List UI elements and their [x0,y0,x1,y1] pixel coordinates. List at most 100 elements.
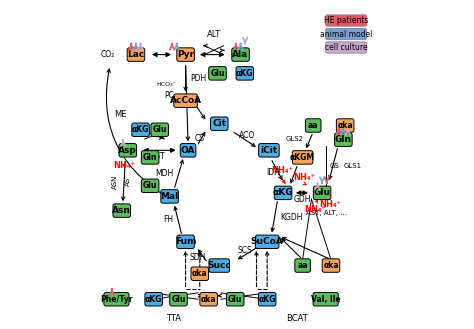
Text: Cit: Cit [212,119,226,128]
Text: GLS2: GLS2 [286,136,304,142]
Text: BCAT: BCAT [286,314,308,323]
Text: GLS1: GLS1 [344,163,362,169]
FancyBboxPatch shape [127,48,145,61]
FancyBboxPatch shape [322,259,340,272]
Text: αKGM: αKGM [290,153,315,162]
Text: αKG: αKG [258,295,276,304]
Text: HE patients: HE patients [324,16,368,25]
Text: PDH: PDH [190,74,206,83]
FancyBboxPatch shape [313,186,331,200]
FancyBboxPatch shape [305,119,321,132]
Text: αka: αka [337,121,353,130]
FancyBboxPatch shape [326,42,367,53]
FancyBboxPatch shape [326,15,367,26]
FancyBboxPatch shape [259,143,279,157]
Text: MDH: MDH [155,169,174,178]
Text: SCS: SCS [237,246,252,255]
FancyBboxPatch shape [209,67,226,80]
Text: cell culture: cell culture [325,43,367,52]
Text: Ala: Ala [232,50,249,59]
Text: AST, ALT, ...: AST, ALT, ... [306,211,347,216]
Text: OA: OA [181,146,195,155]
Text: αka: αka [192,269,208,278]
FancyBboxPatch shape [236,67,254,80]
FancyBboxPatch shape [174,94,197,107]
Text: NH₄⁺: NH₄⁺ [319,200,341,209]
FancyBboxPatch shape [113,204,130,217]
FancyBboxPatch shape [132,123,149,137]
Text: Gln: Gln [335,135,352,144]
Text: SDH: SDH [190,253,206,262]
FancyBboxPatch shape [337,119,354,132]
Text: Glu: Glu [143,181,157,190]
FancyBboxPatch shape [295,259,310,272]
Text: αKG: αKG [132,125,149,134]
Text: αKG: αKG [145,295,163,304]
FancyBboxPatch shape [274,186,292,200]
Text: ASN: ASN [112,174,118,189]
Text: Glu: Glu [171,295,186,304]
FancyBboxPatch shape [191,267,209,280]
FancyBboxPatch shape [141,179,159,192]
Text: Lac: Lac [128,50,145,59]
FancyBboxPatch shape [232,48,249,61]
FancyBboxPatch shape [313,292,338,306]
Text: GS: GS [330,163,340,169]
Text: Succ: Succ [208,261,231,270]
Text: Asn: Asn [112,206,131,215]
FancyBboxPatch shape [200,292,218,306]
Text: NH₄⁺: NH₄⁺ [293,173,315,183]
Text: NH₄⁺: NH₄⁺ [305,205,327,215]
Text: Val, Ile: Val, Ile [311,295,340,304]
Text: aa: aa [308,121,319,130]
Text: Gln: Gln [143,153,157,162]
Text: TTA: TTA [166,314,182,323]
Text: Glu: Glu [153,125,167,134]
Text: ME: ME [114,110,127,119]
FancyBboxPatch shape [258,292,276,306]
FancyBboxPatch shape [177,235,194,248]
FancyBboxPatch shape [151,123,168,137]
FancyBboxPatch shape [180,143,196,157]
Text: αKG: αKG [236,69,254,78]
Text: PC: PC [164,91,174,100]
FancyBboxPatch shape [209,259,229,272]
Text: Glu: Glu [314,189,330,197]
Text: KGDH: KGDH [280,213,303,222]
FancyBboxPatch shape [170,292,187,306]
Text: NH₄⁺: NH₄⁺ [272,166,293,175]
Text: animal model: animal model [320,30,373,38]
Text: AS: AS [125,177,131,186]
Text: GDH: GDH [293,195,310,204]
FancyBboxPatch shape [177,48,194,61]
Text: Glu: Glu [228,295,242,304]
Text: αka: αka [323,261,339,270]
Text: iCit: iCit [260,146,278,155]
Text: aa: aa [297,261,308,270]
Text: ACO: ACO [239,131,255,140]
FancyBboxPatch shape [292,151,313,164]
Text: FH: FH [163,215,173,224]
FancyBboxPatch shape [210,117,228,131]
FancyBboxPatch shape [326,28,367,40]
Text: HCO₃⁻: HCO₃⁻ [156,82,176,87]
Text: NH₄⁺: NH₄⁺ [114,161,136,170]
Text: SuCoA: SuCoA [251,237,283,246]
Text: AcCoA: AcCoA [170,96,201,105]
FancyBboxPatch shape [335,133,352,146]
Text: CS: CS [194,135,204,143]
Text: αka: αka [201,295,217,304]
FancyBboxPatch shape [227,292,244,306]
Text: Asp: Asp [118,146,137,155]
FancyBboxPatch shape [161,190,178,203]
Text: ALT: ALT [207,30,221,38]
Text: Pyr: Pyr [177,50,194,59]
FancyBboxPatch shape [119,143,137,157]
Text: Mal: Mal [161,192,179,201]
Text: Phe/Tyr: Phe/Tyr [100,295,133,304]
FancyBboxPatch shape [145,292,163,306]
FancyBboxPatch shape [104,292,129,306]
FancyBboxPatch shape [141,151,159,164]
Text: Fum: Fum [175,237,196,246]
Text: IDH: IDH [266,168,280,177]
